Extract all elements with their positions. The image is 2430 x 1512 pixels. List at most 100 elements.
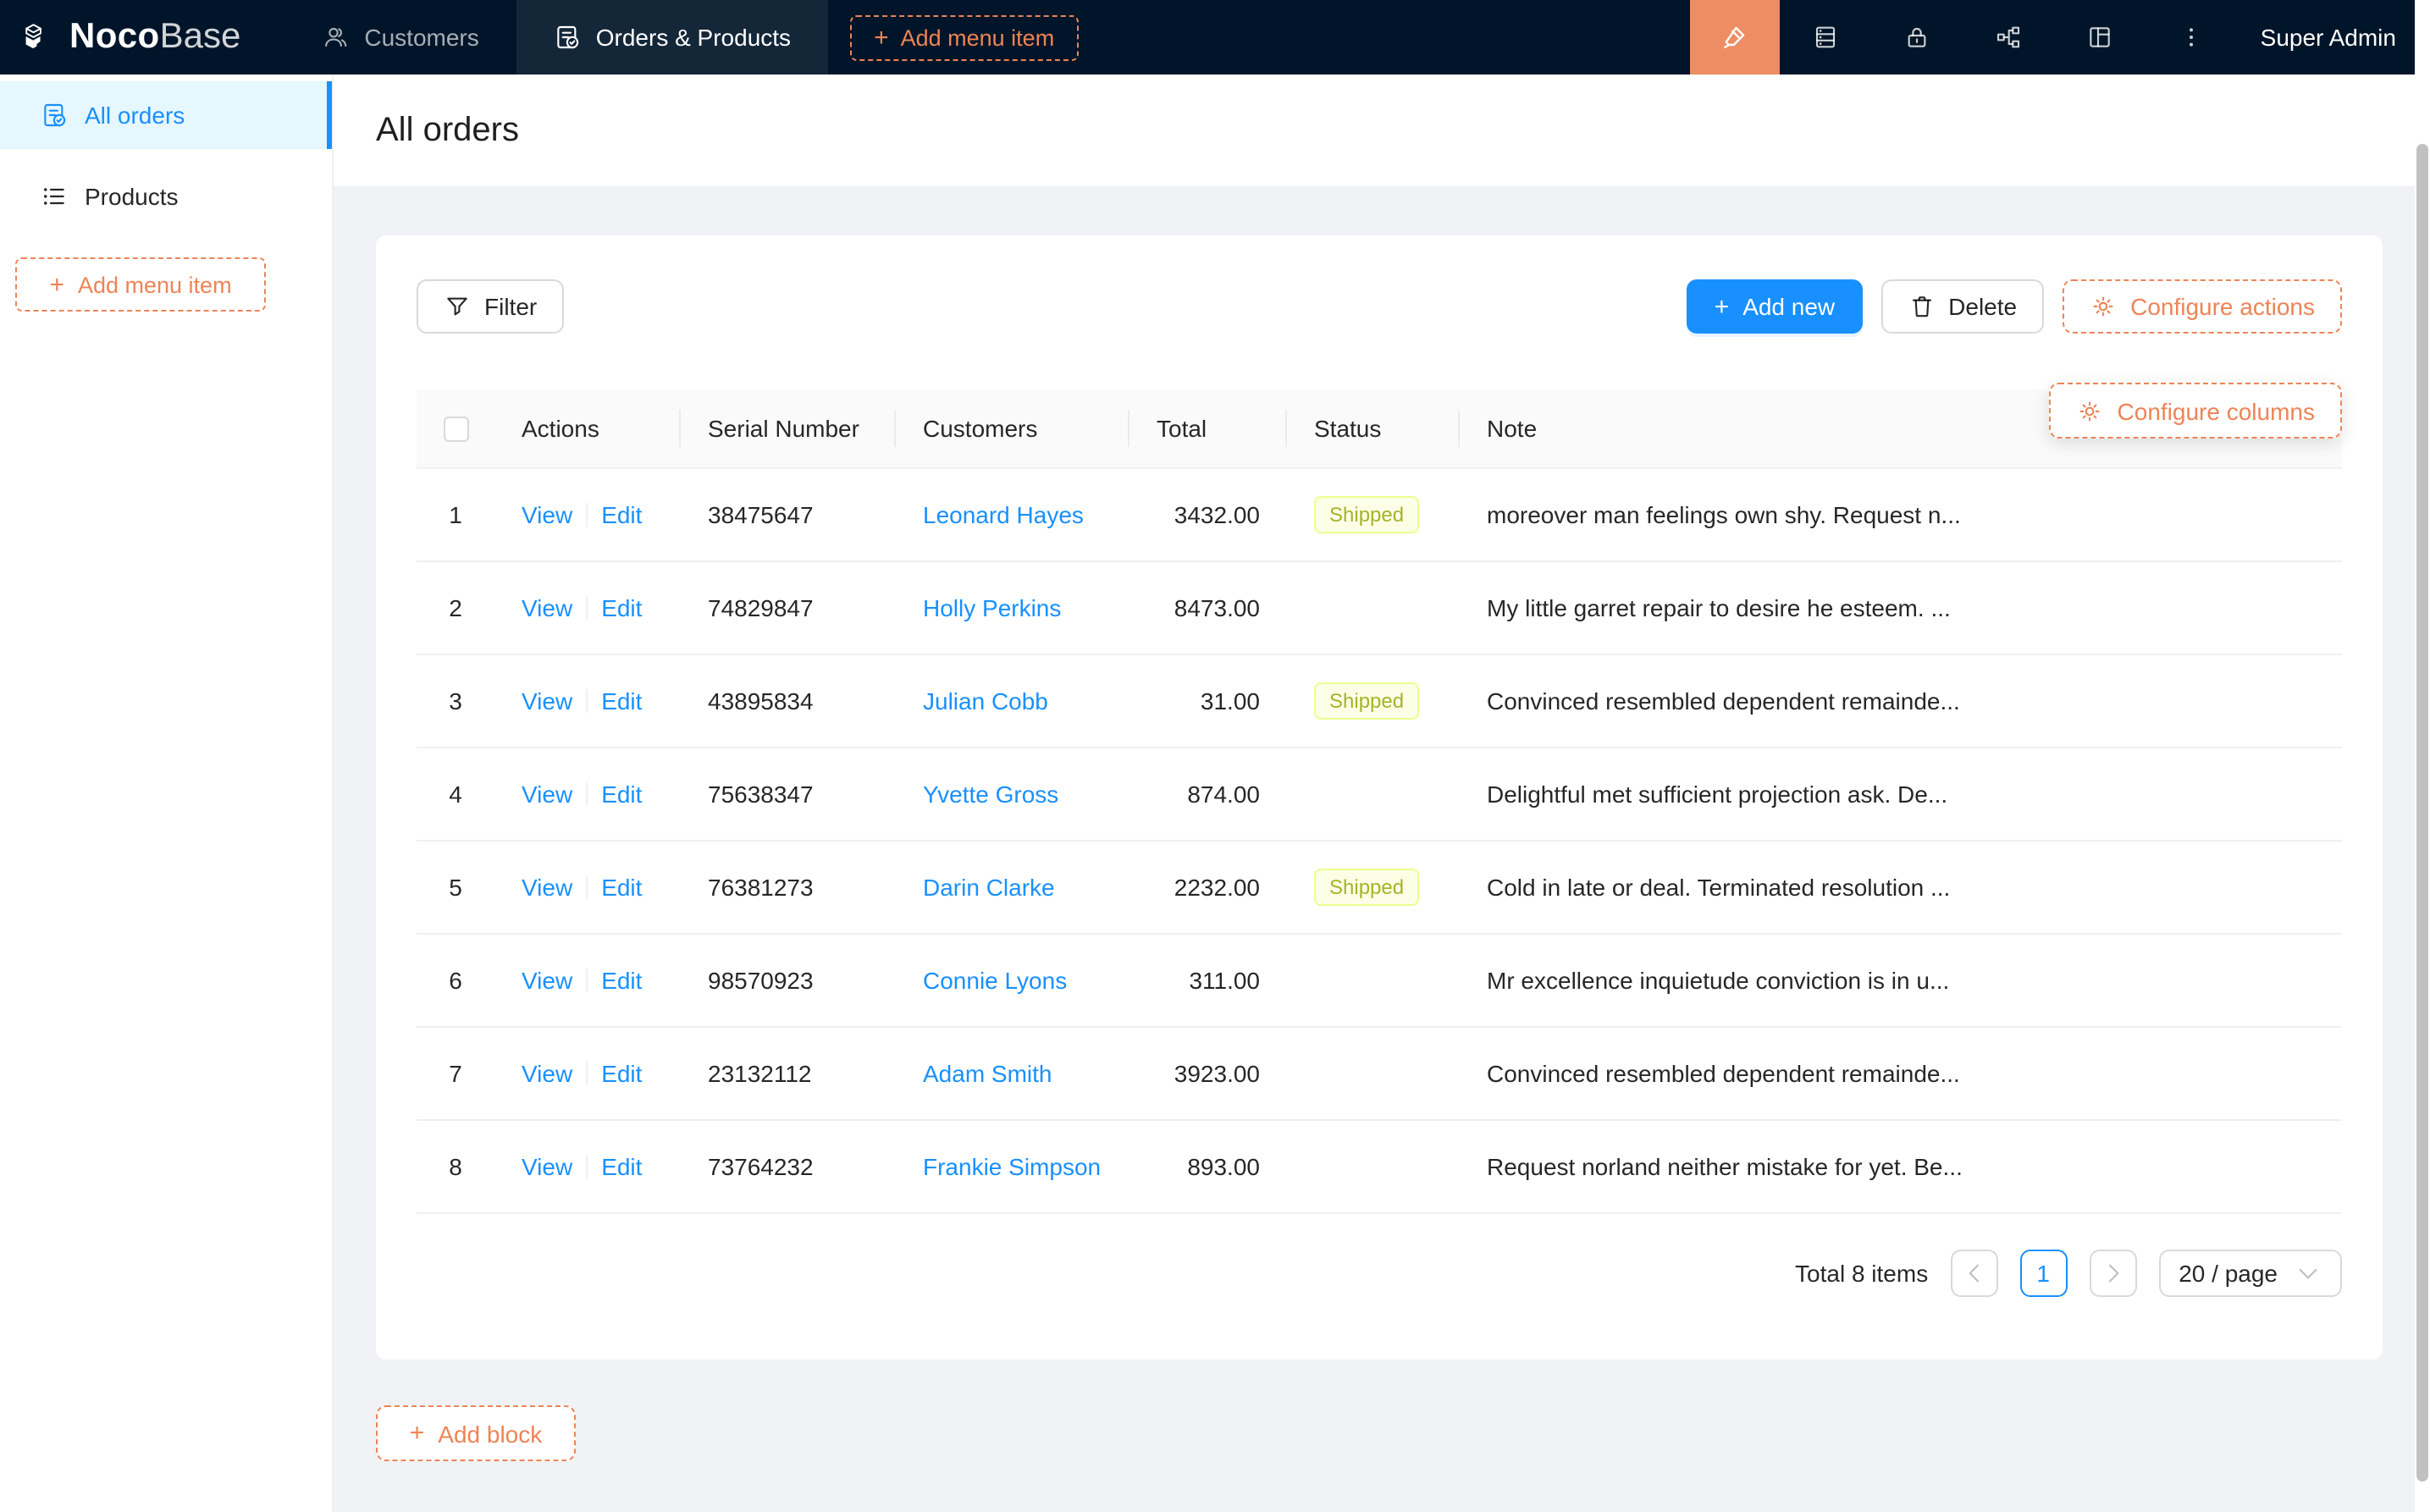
pagination-next-button[interactable] xyxy=(2089,1249,2136,1296)
customer-link[interactable]: Adam Smith xyxy=(923,1059,1052,1086)
plus-icon: + xyxy=(1715,294,1730,319)
edit-link[interactable]: Edit xyxy=(601,780,642,807)
note-cell: Cold in late or deal. Terminated resolut… xyxy=(1460,840,2342,933)
column-header-status: Status xyxy=(1287,389,1460,467)
edit-link[interactable]: Edit xyxy=(601,966,642,993)
serial-number-cell: 76381273 xyxy=(681,840,896,933)
add-new-label: Add new xyxy=(1742,293,1835,320)
view-link[interactable]: View xyxy=(522,966,572,993)
collections-icon xyxy=(1812,24,1839,51)
total-cell: 8473.00 xyxy=(1129,560,1287,654)
note-cell: moreover man feelings own shy. Request n… xyxy=(1460,467,2342,560)
configure-columns-label: Configure columns xyxy=(2118,397,2315,424)
table-row: 7 ViewEdit 23132112 Adam Smith 3923.00 C… xyxy=(417,1026,2342,1119)
customer-link[interactable]: Julian Cobb xyxy=(923,687,1048,714)
view-link[interactable]: View xyxy=(522,780,572,807)
nav-tab-label: Orders & Products xyxy=(596,24,791,51)
edit-link[interactable]: Edit xyxy=(601,687,642,714)
table-row: 3 ViewEdit 43895834 Julian Cobb 31.00 Sh… xyxy=(417,654,2342,747)
page-size-value: 20 / page xyxy=(2179,1259,2278,1286)
row-index: 2 xyxy=(449,593,462,621)
workflow-button[interactable] xyxy=(1963,0,2054,74)
table-row: 8 ViewEdit 73764232 Frankie Simpson 893.… xyxy=(417,1119,2342,1212)
collections-manager-button[interactable] xyxy=(1780,0,1871,74)
column-header-customers: Customers xyxy=(896,389,1129,467)
column-header-actions: Actions xyxy=(494,389,681,467)
pagination-page-1[interactable]: 1 xyxy=(2019,1249,2067,1296)
configure-columns-button[interactable]: Configure columns xyxy=(2050,383,2342,439)
add-block-button[interactable]: + Add block xyxy=(376,1405,576,1461)
plugin-settings-button[interactable] xyxy=(2054,0,2146,74)
customer-link[interactable]: Yvette Gross xyxy=(923,780,1058,807)
scrollbar-track[interactable] xyxy=(2415,0,2430,1512)
note-cell: Request norland neither mistake for yet.… xyxy=(1460,1119,2342,1212)
nav-add-menu-item-button[interactable]: + Add menu item xyxy=(850,14,1078,60)
pagination-total: Total 8 items xyxy=(1795,1259,1928,1286)
status-badge: Shipped xyxy=(1314,868,1419,905)
row-index: 6 xyxy=(449,966,462,993)
total-cell: 3923.00 xyxy=(1129,1026,1287,1119)
logo-text-light: Base xyxy=(160,17,241,56)
edit-link[interactable]: Edit xyxy=(601,1059,642,1086)
row-index: 5 xyxy=(449,873,462,900)
view-link[interactable]: View xyxy=(522,1059,572,1086)
nav-tab-orders-products[interactable]: Orders & Products xyxy=(516,0,828,74)
edit-link[interactable]: Edit xyxy=(601,1152,642,1179)
access-control-button[interactable] xyxy=(1871,0,1963,74)
add-block-label: Add block xyxy=(438,1420,542,1447)
view-link[interactable]: View xyxy=(522,500,572,527)
configure-actions-button[interactable]: Configure actions xyxy=(2063,279,2342,334)
table-toolbar: Filter + Add new Delete Con xyxy=(417,279,2342,334)
table-body: 1 ViewEdit 38475647 Leonard Hayes 3432.0… xyxy=(417,467,2342,1212)
note-cell: My little garret repair to desire he est… xyxy=(1460,560,2342,654)
view-link[interactable]: View xyxy=(522,873,572,900)
page-header: All orders xyxy=(334,74,2430,186)
page-title: All orders xyxy=(376,111,519,150)
customer-link[interactable]: Connie Lyons xyxy=(923,966,1067,993)
delete-button[interactable]: Delete xyxy=(1880,279,2044,334)
total-cell: 2232.00 xyxy=(1129,840,1287,933)
page-size-select[interactable]: 20 / page xyxy=(2158,1249,2342,1296)
column-header-total: Total xyxy=(1129,389,1287,467)
filter-icon xyxy=(444,293,471,320)
view-link[interactable]: View xyxy=(522,593,572,621)
plus-icon: + xyxy=(874,25,889,50)
customer-link[interactable]: Leonard Hayes xyxy=(923,500,1084,527)
sidebar-item-products[interactable]: Products xyxy=(0,163,332,230)
serial-number-cell: 23132112 xyxy=(681,1026,896,1119)
configure-actions-label: Configure actions xyxy=(2130,293,2315,320)
sidebar-item-all-orders[interactable]: All orders xyxy=(0,81,332,149)
sidebar-item-label: Products xyxy=(85,183,179,210)
serial-number-cell: 74829847 xyxy=(681,560,896,654)
total-cell: 893.00 xyxy=(1129,1119,1287,1212)
pagination-prev-button[interactable] xyxy=(1950,1249,1997,1296)
edit-link[interactable]: Edit xyxy=(601,593,642,621)
table-row: 4 ViewEdit 75638347 Yvette Gross 874.00 … xyxy=(417,747,2342,840)
edit-link[interactable]: Edit xyxy=(601,873,642,900)
more-button[interactable] xyxy=(2146,0,2237,74)
view-link[interactable]: View xyxy=(522,687,572,714)
sidebar-add-menu-item-button[interactable]: + Add menu item xyxy=(15,257,266,312)
gear-icon xyxy=(2077,397,2104,424)
customer-link[interactable]: Darin Clarke xyxy=(923,873,1055,900)
status-badge: Shipped xyxy=(1314,682,1419,719)
list-icon xyxy=(41,183,68,210)
view-link[interactable]: View xyxy=(522,1152,572,1179)
status-badge: Shipped xyxy=(1314,495,1419,533)
divider xyxy=(586,968,588,991)
add-new-button[interactable]: + Add new xyxy=(1687,279,1863,334)
nav-tab-customers[interactable]: Customers xyxy=(284,0,516,74)
current-user-menu[interactable]: Super Admin xyxy=(2237,0,2430,74)
nocobase-logo[interactable]: NocoBase xyxy=(0,0,284,74)
chevron-left-icon xyxy=(1960,1259,1987,1286)
edit-link[interactable]: Edit xyxy=(601,500,642,527)
customer-link[interactable]: Holly Perkins xyxy=(923,593,1061,621)
table-row: 1 ViewEdit 38475647 Leonard Hayes 3432.0… xyxy=(417,467,2342,560)
customer-link[interactable]: Frankie Simpson xyxy=(923,1152,1101,1179)
scrollbar-thumb[interactable] xyxy=(2416,144,2428,1482)
row-index: 1 xyxy=(449,500,462,527)
filter-button[interactable]: Filter xyxy=(417,279,564,334)
select-all-checkbox[interactable] xyxy=(443,417,468,442)
table-row: 5 View Edit 76381273 Darin Clarke 2232.00… xyxy=(417,840,2342,933)
ui-editor-button[interactable] xyxy=(1690,0,1780,74)
